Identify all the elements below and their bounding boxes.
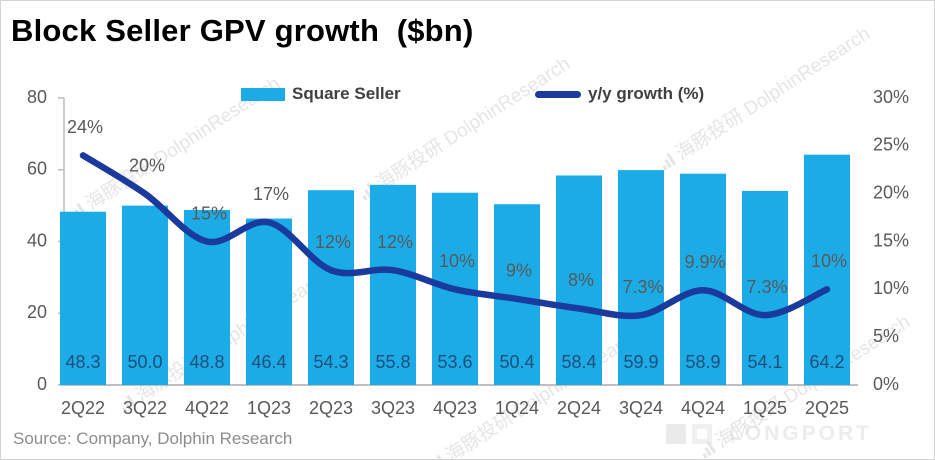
right-axis-tick-label: 30% <box>873 87 909 107</box>
bar-value-label: 48.3 <box>65 352 100 372</box>
category-label: 1Q24 <box>495 398 539 418</box>
category-label: 2Q22 <box>61 398 105 418</box>
bar <box>370 184 416 385</box>
bar-value-label: 58.9 <box>685 352 720 372</box>
left-axis-tick-label: 20 <box>27 302 47 322</box>
growth-value-label: 7.3% <box>622 277 663 297</box>
bar-value-label: 50.4 <box>499 352 534 372</box>
bar <box>680 173 726 385</box>
line-series-swatch <box>535 90 581 98</box>
growth-value-label: 10% <box>811 251 847 271</box>
growth-value-label: 24% <box>67 117 103 137</box>
left-axis-tick-label: 80 <box>27 87 47 107</box>
category-label: 2Q25 <box>805 398 849 418</box>
right-axis-tick-label: 15% <box>873 230 909 250</box>
category-label: 4Q22 <box>185 398 229 418</box>
category-label: 3Q22 <box>123 398 167 418</box>
legend-item-yy-growth: y/y growth (%) <box>535 84 704 104</box>
growth-line <box>79 152 831 320</box>
longport-logo-icon <box>666 424 712 444</box>
growth-value-label: 8% <box>568 270 594 290</box>
right-axis-tick-label: 20% <box>873 182 909 202</box>
bar-series-swatch <box>241 87 285 101</box>
right-axis-tick-label: 0% <box>873 374 899 394</box>
legend-label: Square Seller <box>292 84 401 103</box>
bar-value-label: 50.0 <box>127 352 162 372</box>
bar-value-label: 54.3 <box>313 352 348 372</box>
bar-value-label: 59.9 <box>623 352 658 372</box>
category-label: 1Q23 <box>247 398 291 418</box>
bar <box>122 205 168 385</box>
growth-value-label: 15% <box>191 203 227 223</box>
growth-value-label: 9% <box>506 261 532 281</box>
legend-item-square-seller: Square Seller <box>241 84 401 104</box>
bar-value-label: 55.8 <box>375 352 410 372</box>
growth-value-label: 9.9% <box>684 252 725 272</box>
bar <box>742 190 788 385</box>
bar <box>246 218 292 385</box>
growth-value-label: 12% <box>377 232 413 252</box>
category-label: 2Q23 <box>309 398 353 418</box>
bar <box>556 175 602 385</box>
legend-label: y/y growth (%) <box>588 84 705 103</box>
bar-value-label: 58.4 <box>561 352 596 372</box>
bar-value-label: 48.8 <box>189 352 224 372</box>
longport-logo-text: LONGPORT <box>729 422 872 445</box>
category-label: 3Q23 <box>371 398 415 418</box>
bar-value-label: 53.6 <box>437 352 472 372</box>
category-label: 2Q24 <box>557 398 601 418</box>
chart-title: Block Seller GPV growth ($bn) <box>11 13 474 48</box>
right-axis-tick-label: 25% <box>873 135 909 155</box>
category-label: 4Q23 <box>433 398 477 418</box>
growth-value-label: 12% <box>315 232 351 252</box>
bar-value-label: 64.2 <box>809 352 844 372</box>
right-axis-tick-label: 5% <box>873 326 899 346</box>
category-label: 4Q24 <box>681 398 725 418</box>
bar <box>308 190 354 385</box>
category-label: 1Q25 <box>743 398 787 418</box>
left-axis-tick-label: 60 <box>27 159 47 179</box>
right-axis-tick-label: 10% <box>873 278 909 298</box>
bar <box>618 170 664 385</box>
longport-watermark: LONGPORT <box>665 421 872 447</box>
source-note: Source: Company, Dolphin Research <box>13 429 293 448</box>
bar <box>804 154 850 385</box>
bar-value-label: 54.1 <box>747 352 782 372</box>
category-label: 3Q24 <box>619 398 663 418</box>
bar-value-label: 46.4 <box>251 352 286 372</box>
left-axis-tick-label: 40 <box>27 230 47 250</box>
bar <box>60 211 106 385</box>
growth-value-label: 17% <box>253 184 289 204</box>
growth-value-label: 20% <box>129 155 165 175</box>
growth-value-label: 10% <box>439 251 475 271</box>
growth-value-label: 7.3% <box>746 277 787 297</box>
left-axis-tick-label: 0 <box>37 374 47 394</box>
